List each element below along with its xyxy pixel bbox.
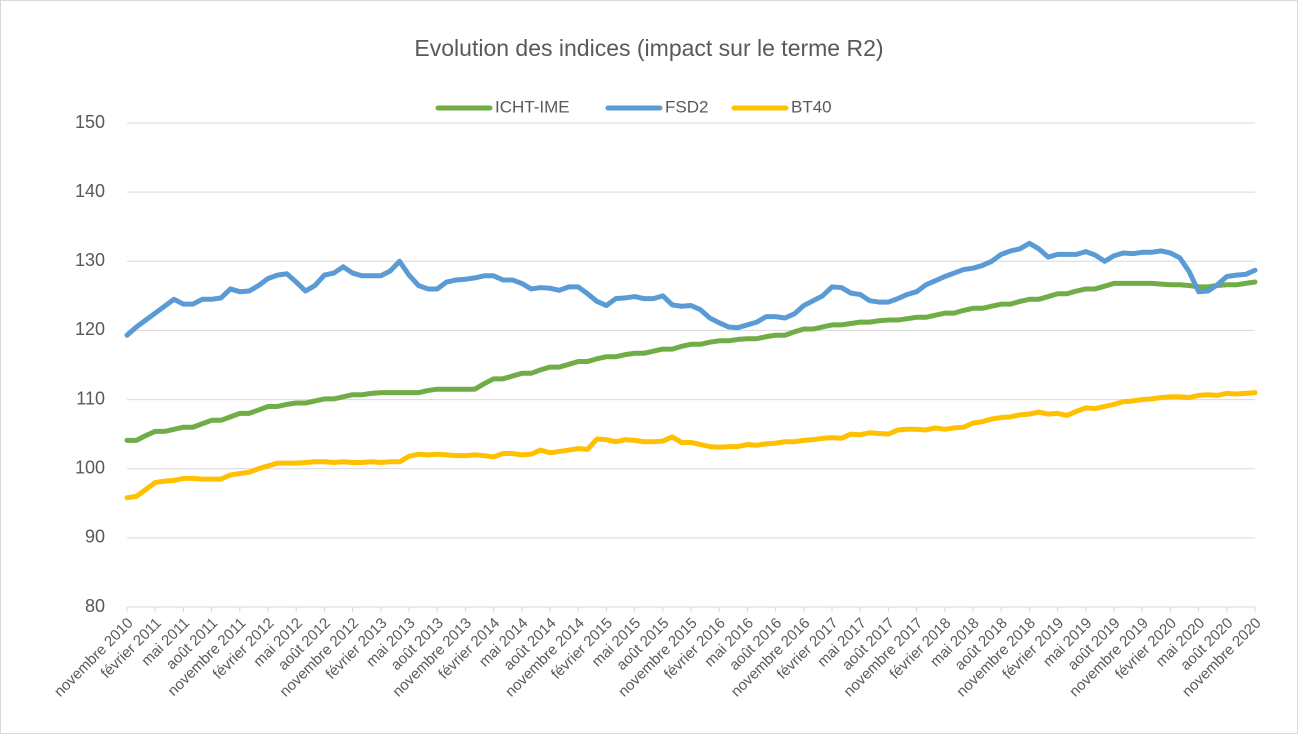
y-tick-label: 110 bbox=[76, 388, 105, 408]
series-line bbox=[124, 240, 1258, 338]
y-tick-label: 130 bbox=[75, 250, 105, 270]
y-tick-label: 100 bbox=[75, 457, 105, 477]
chart-title: Evolution des indices (impact sur le ter… bbox=[414, 35, 883, 61]
y-tick-label: 150 bbox=[75, 112, 105, 132]
legend-label: BT40 bbox=[791, 97, 832, 116]
series-line bbox=[124, 390, 1258, 501]
y-tick-label: 120 bbox=[75, 319, 105, 339]
legend-label: ICHT-IME bbox=[495, 97, 570, 116]
y-tick-label: 80 bbox=[85, 596, 105, 616]
y-tick-label: 90 bbox=[85, 527, 105, 547]
legend-label: FSD2 bbox=[665, 97, 708, 116]
series-line bbox=[124, 279, 1258, 443]
y-tick-label: 140 bbox=[75, 181, 105, 201]
